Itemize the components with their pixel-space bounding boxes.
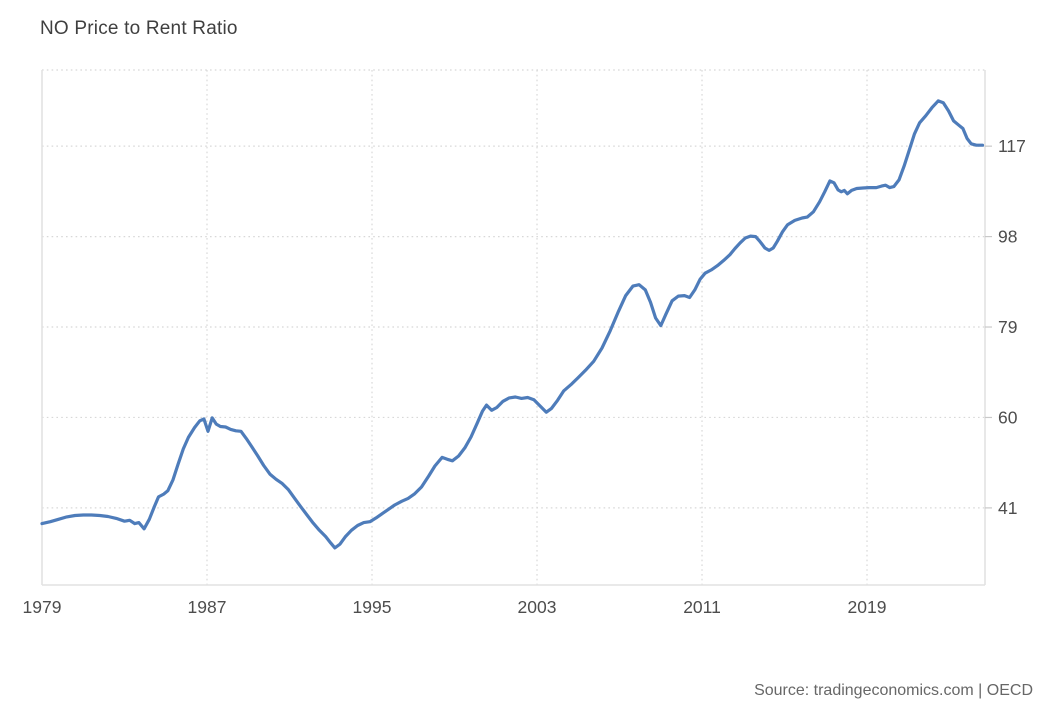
x-tick-label: 1995 — [353, 597, 392, 617]
source-attribution: Source: tradingeconomics.com | OECD — [754, 682, 1033, 699]
y-tick-label: 98 — [998, 227, 1017, 247]
x-tick-label: 2019 — [848, 597, 887, 617]
y-tick-label: 41 — [998, 498, 1017, 518]
y-tick-label: 60 — [998, 407, 1018, 427]
x-tick-label: 1979 — [23, 597, 62, 617]
chart-title: NO Price to Rent Ratio — [40, 18, 238, 39]
x-tick-label: 1987 — [188, 597, 227, 617]
series-line — [40, 99, 985, 550]
y-tick-label: 79 — [998, 317, 1017, 337]
x-tick-label: 2011 — [683, 597, 721, 617]
y-tick-label: 117 — [998, 136, 1026, 156]
x-tick-label: 2003 — [518, 597, 557, 617]
